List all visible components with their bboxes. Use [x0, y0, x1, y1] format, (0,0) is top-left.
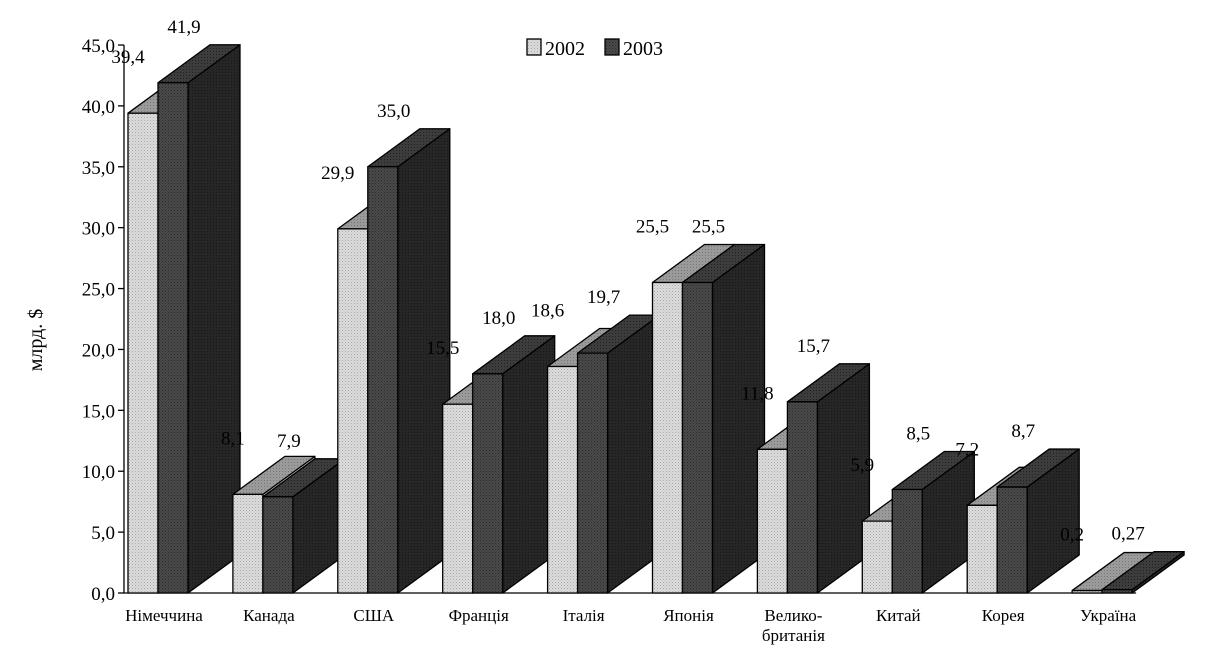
- y-tick-label: 5,0: [91, 523, 115, 544]
- bar-2003: [1101, 551, 1185, 594]
- bar-front-face: [442, 403, 474, 594]
- y-tick-label: 15,0: [82, 401, 115, 422]
- y-tick-label: 25,0: [82, 280, 115, 301]
- legend-swatch-2003: [604, 38, 620, 56]
- bar-front-face: [756, 448, 789, 594]
- y-axis-title: млрд. $: [25, 309, 47, 372]
- bar-front-face: [1071, 589, 1103, 594]
- data-label-2002: 11,8: [741, 383, 774, 404]
- y-tick-label: 40,0: [82, 97, 115, 118]
- bar-side-face: [711, 243, 766, 594]
- data-label-2003: 0,27: [1111, 524, 1144, 545]
- x-category-label: Франція: [449, 606, 509, 625]
- bar-front-face: [786, 401, 819, 594]
- bar-front-face: [232, 493, 264, 594]
- bar-2003: [472, 335, 556, 594]
- bar-front-face: [472, 373, 504, 594]
- data-label-2002: 39,4: [111, 47, 145, 68]
- x-category-label: Китай: [876, 606, 921, 625]
- data-label-2003: 41,9: [167, 17, 200, 38]
- data-label-2003: 25,5: [692, 216, 725, 237]
- data-labels-layer: 39,4 41,9 8,1 7,9 29,9 35,0 15,5 18,0 18,6 19,7 25…: [111, 17, 1144, 546]
- bar-front-face: [966, 504, 998, 594]
- bar-side-face: [397, 128, 451, 594]
- x-category-label: Україна: [1080, 606, 1137, 625]
- data-label-2003: 19,7: [587, 287, 620, 308]
- bar-front-face: [157, 82, 189, 594]
- bar-2003: [996, 448, 1080, 594]
- bar-2003: [576, 314, 661, 594]
- bar-front-face: [681, 281, 714, 594]
- x-category-label: Німеччина: [125, 606, 203, 625]
- data-label-2003: 35,0: [377, 101, 410, 122]
- y-tick-label: 0,0: [91, 584, 115, 605]
- y-tick-label: 30,0: [82, 219, 115, 240]
- data-label-2002: 25,5: [636, 216, 669, 237]
- data-label-2002: 18,6: [531, 300, 564, 321]
- bar-front-face: [127, 112, 159, 594]
- data-label-2002: 7,2: [955, 439, 979, 460]
- y-tick-label: 35,0: [82, 158, 115, 179]
- bar-2003: [367, 128, 451, 594]
- bars-layer: [127, 44, 1185, 594]
- data-label-2002: 29,9: [321, 163, 354, 184]
- x-category-label: Італія: [563, 606, 605, 625]
- bar-front-face: [546, 365, 579, 594]
- x-category-label: США: [353, 606, 394, 625]
- bar-2003: [786, 363, 871, 594]
- x-category-label: Велико-британія: [762, 606, 825, 645]
- y-tick-label: 45,0: [82, 36, 115, 57]
- legend-label-2003: 2003: [623, 38, 663, 60]
- bar-front-face: [367, 166, 399, 594]
- data-label-2003: 8,7: [1011, 421, 1035, 442]
- y-axis: 0,0 5,0 10,0 15,0 20,0 25,0 30,0 35,0 40,0 45,0: [82, 36, 125, 605]
- x-category-label: Японія: [663, 606, 714, 625]
- bar-side-face: [187, 44, 241, 594]
- bar-front-face: [576, 352, 609, 594]
- y-tick-label: 20,0: [82, 340, 115, 361]
- bar-side-face: [606, 314, 661, 594]
- bar-2003: [262, 458, 346, 594]
- data-label-2002: 15,5: [426, 338, 459, 359]
- data-label-2002: 8,1: [221, 428, 245, 449]
- legend-label-2002: 2002: [545, 38, 585, 60]
- data-label-2003: 7,9: [277, 431, 301, 452]
- data-label-2003: 8,5: [906, 423, 930, 444]
- bar-front-face: [262, 496, 294, 594]
- data-label-2003: 15,7: [797, 336, 830, 357]
- bar-front-face: [337, 228, 369, 594]
- y-tick-label: 10,0: [82, 462, 115, 483]
- x-category-label: Корея: [982, 606, 1025, 625]
- x-category-label: Канада: [243, 606, 295, 625]
- bar-front-face: [861, 520, 893, 594]
- bar-side-face: [816, 363, 871, 594]
- x-axis: Німеччина Канада США Франція Італія Японія Вел…: [124, 592, 1137, 645]
- bar-front-face: [996, 486, 1028, 594]
- legend: 2002 2003: [526, 38, 663, 60]
- data-label-2003: 18,0: [482, 308, 515, 329]
- bar-2003: [891, 450, 975, 594]
- legend-swatch-2002: [526, 38, 542, 56]
- bar-side-face: [502, 335, 556, 594]
- data-label-2002: 0,2: [1060, 525, 1084, 546]
- bar-front-face: [651, 281, 684, 594]
- bar-front-face: [891, 488, 923, 594]
- bar-front-face: [1101, 589, 1133, 594]
- data-label-2002: 5,9: [850, 455, 874, 476]
- bar-2003: [681, 243, 766, 594]
- bar-2003: [157, 44, 241, 594]
